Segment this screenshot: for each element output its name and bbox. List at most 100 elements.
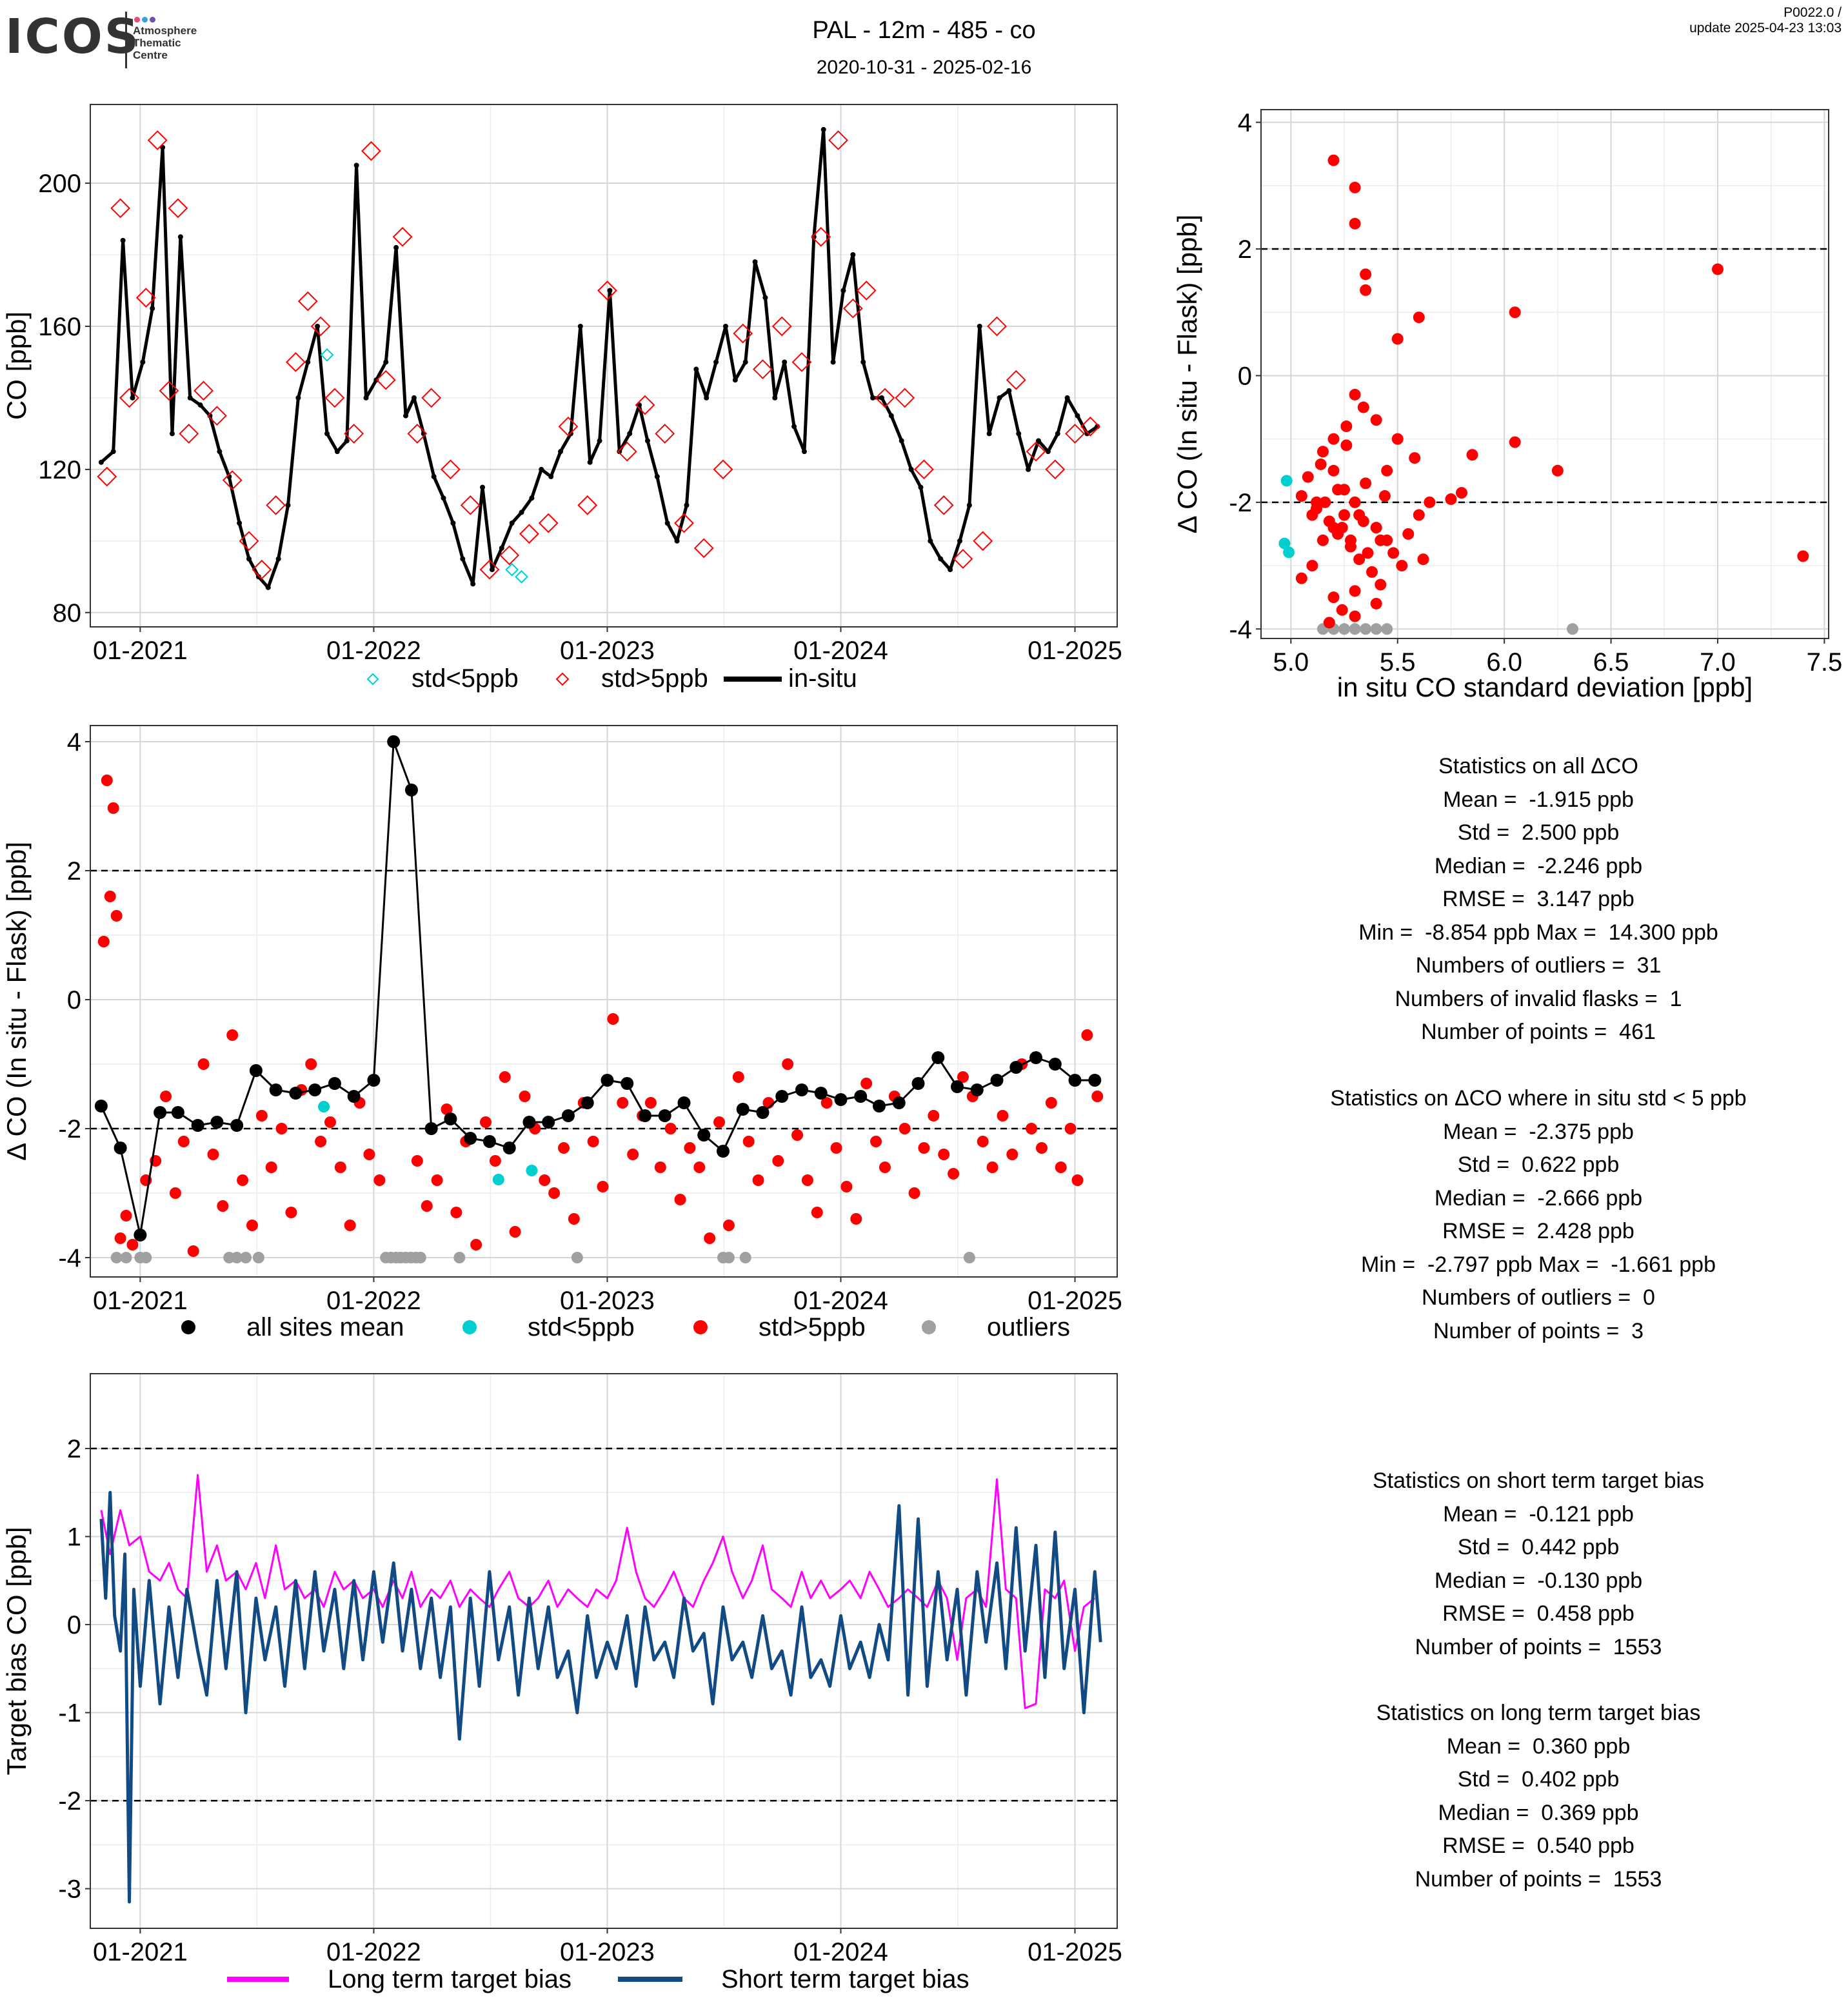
all-sites-mean-point bbox=[387, 735, 401, 748]
std-gt5-point bbox=[1336, 604, 1348, 616]
std-gt5-point bbox=[568, 1213, 580, 1225]
in-situ-point bbox=[275, 556, 281, 562]
y-tick-label: 2 bbox=[67, 857, 81, 885]
outlier-point bbox=[739, 1252, 751, 1263]
std-gt5-point bbox=[1387, 547, 1400, 559]
in-situ-point bbox=[693, 366, 699, 372]
std-gt5-point bbox=[1091, 1091, 1104, 1102]
stats-line: Median = -0.130 ppb bbox=[1434, 1568, 1643, 1593]
x-tick-label: 7.5 bbox=[1807, 648, 1843, 677]
short-term-bias-line bbox=[99, 1490, 1102, 1904]
outlier-point bbox=[722, 1252, 735, 1263]
all-sites-mean-point bbox=[1009, 1061, 1023, 1074]
flask-std-gt5-marker bbox=[1045, 459, 1066, 480]
in-situ-point bbox=[664, 520, 670, 526]
gridlines bbox=[1261, 110, 1829, 638]
outlier-point bbox=[1567, 623, 1579, 635]
all-sites-mean-point bbox=[795, 1083, 808, 1096]
flask-std-gt5-marker bbox=[206, 406, 227, 426]
std-gt5-point bbox=[1362, 547, 1374, 559]
x-tick-label: 01-2021 bbox=[93, 1287, 188, 1315]
std-gt5-point bbox=[1378, 490, 1391, 502]
in-situ-point bbox=[1084, 431, 1090, 437]
all-sites-mean-point bbox=[892, 1096, 906, 1109]
all-sites-mean-point bbox=[522, 1116, 536, 1129]
all-sites-mean-point bbox=[601, 1074, 614, 1087]
flask-std-gt5-marker bbox=[375, 370, 396, 390]
std-gt5-point bbox=[169, 1187, 181, 1199]
std-gt5-point bbox=[479, 1116, 492, 1128]
stats-line: Std = 0.402 ppb bbox=[1457, 1767, 1620, 1792]
std-gt5-point bbox=[1509, 436, 1521, 448]
x-tick-label: 01-2023 bbox=[560, 1938, 655, 1966]
std-gt5-point bbox=[558, 1142, 570, 1154]
in-situ-point bbox=[217, 449, 223, 455]
in-situ-point bbox=[120, 237, 126, 243]
in-situ-point bbox=[684, 502, 690, 508]
std-gt5-point bbox=[1466, 449, 1478, 461]
std-gt5-point bbox=[1396, 560, 1408, 572]
legend-key-dot bbox=[693, 1320, 708, 1334]
std-gt5-point bbox=[1413, 311, 1425, 324]
std-gt5-point bbox=[918, 1142, 930, 1154]
stats-line: Min = -8.854 ppb Max = 14.300 ppb bbox=[1358, 920, 1718, 945]
std-gt5-point bbox=[732, 1071, 744, 1083]
long-term-bias-line bbox=[100, 1474, 1096, 1710]
in-situ-point bbox=[782, 359, 788, 365]
y-tick-label: 0 bbox=[1238, 362, 1252, 390]
stats-heading: Statistics on long term target bias bbox=[1376, 1701, 1701, 1725]
legend-key-dot bbox=[181, 1320, 195, 1334]
stats-line: Number of points = 461 bbox=[1421, 1020, 1656, 1044]
in-situ-point bbox=[509, 520, 515, 526]
std-gt5-point bbox=[315, 1136, 327, 1147]
in-situ-point bbox=[1075, 413, 1080, 419]
std-gt5-point bbox=[644, 1097, 657, 1109]
std-gt5-point bbox=[1375, 578, 1387, 591]
flask-std-gt5-marker bbox=[538, 513, 559, 533]
in-situ-point bbox=[140, 359, 146, 365]
outlier-point bbox=[414, 1252, 426, 1263]
in-situ-point bbox=[879, 395, 884, 400]
legend-label: all sites mean bbox=[246, 1313, 404, 1341]
y-tick-label: -1 bbox=[58, 1699, 81, 1728]
std-gt5-point bbox=[840, 1181, 853, 1192]
std-gt5-point bbox=[704, 1232, 716, 1244]
in-situ-point bbox=[393, 244, 399, 250]
in-situ-point bbox=[957, 538, 962, 544]
flask-std-gt5-marker bbox=[635, 395, 655, 415]
std-gt5-point bbox=[791, 1129, 804, 1141]
std-gt5-point bbox=[1509, 306, 1521, 319]
flask-std-gt5-marker bbox=[933, 495, 954, 515]
in-situ-point bbox=[899, 438, 904, 444]
std-gt5-point bbox=[1391, 433, 1404, 445]
std-gt5-point bbox=[684, 1142, 696, 1154]
in-situ-point bbox=[850, 252, 856, 258]
std-gt5-point bbox=[664, 1123, 677, 1134]
all-sites-mean-point bbox=[931, 1051, 945, 1064]
flask-std-lt5-marker bbox=[320, 348, 334, 362]
std-lt5-point bbox=[1283, 546, 1295, 559]
in-situ-point bbox=[1006, 388, 1012, 393]
in-situ-point bbox=[237, 520, 243, 526]
legend-key-dot bbox=[462, 1320, 477, 1334]
std-gt5-point bbox=[938, 1149, 950, 1160]
std-gt5-point bbox=[187, 1245, 199, 1257]
in-situ-point bbox=[1055, 431, 1060, 437]
logo-text: ICOS bbox=[5, 9, 141, 64]
std-gt5-point bbox=[470, 1239, 482, 1251]
flask-std-gt5-marker bbox=[914, 459, 934, 480]
in-situ-point bbox=[722, 323, 728, 329]
in-situ-point bbox=[928, 538, 933, 544]
std-gt5-point bbox=[1417, 553, 1429, 566]
in-situ-point bbox=[674, 538, 680, 544]
in-situ-point bbox=[948, 567, 953, 573]
std-gt5-point bbox=[1797, 550, 1809, 562]
all-sites-mean-point bbox=[210, 1116, 224, 1129]
flask-std-gt5-marker bbox=[842, 298, 863, 319]
std-gt5-point bbox=[1302, 471, 1314, 483]
y-tick-label: -4 bbox=[58, 1244, 81, 1272]
std-gt5-point bbox=[1344, 534, 1356, 546]
std-gt5-point bbox=[1035, 1142, 1048, 1154]
outlier-point bbox=[120, 1252, 132, 1263]
stats-all-delta: Statistics on all ΔCO Mean = -1.915 ppb … bbox=[1222, 750, 1848, 1049]
